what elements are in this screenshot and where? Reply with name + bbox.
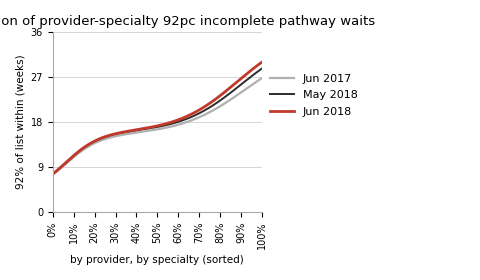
May 2018 — [217, 99, 223, 102]
May 2018 — [134, 129, 140, 132]
Jun 2018 — [259, 60, 265, 64]
Line: Jun 2017: Jun 2017 — [53, 78, 262, 175]
Jun 2017 — [213, 107, 219, 110]
May 2018 — [193, 113, 199, 116]
Jun 2018 — [213, 97, 219, 101]
May 2018 — [259, 67, 265, 70]
Y-axis label: 92% of list within (weeks): 92% of list within (weeks) — [15, 55, 25, 189]
Jun 2017 — [259, 76, 265, 80]
Jun 2018 — [193, 110, 199, 113]
May 2018 — [142, 127, 148, 131]
Jun 2017 — [134, 131, 140, 134]
Line: Jun 2018: Jun 2018 — [53, 62, 262, 174]
Line: May 2018: May 2018 — [53, 69, 262, 174]
May 2018 — [213, 102, 219, 105]
Jun 2017 — [71, 155, 77, 158]
Jun 2018 — [217, 94, 223, 98]
Jun 2018 — [134, 128, 140, 131]
Jun 2018 — [50, 172, 56, 176]
May 2018 — [71, 154, 77, 157]
Legend: Jun 2017, May 2018, Jun 2018: Jun 2017, May 2018, Jun 2018 — [270, 74, 358, 117]
May 2018 — [50, 172, 56, 176]
Jun 2017 — [193, 117, 199, 120]
X-axis label: by provider, by specialty (sorted): by provider, by specialty (sorted) — [71, 255, 244, 265]
Jun 2017 — [142, 130, 148, 133]
Jun 2017 — [217, 105, 223, 108]
Jun 2017 — [50, 173, 56, 176]
Jun 2018 — [142, 127, 148, 130]
Jun 2018 — [71, 153, 77, 157]
Title: Distribution of provider-specialty 92pc incomplete pathway waits: Distribution of provider-specialty 92pc … — [0, 15, 375, 28]
